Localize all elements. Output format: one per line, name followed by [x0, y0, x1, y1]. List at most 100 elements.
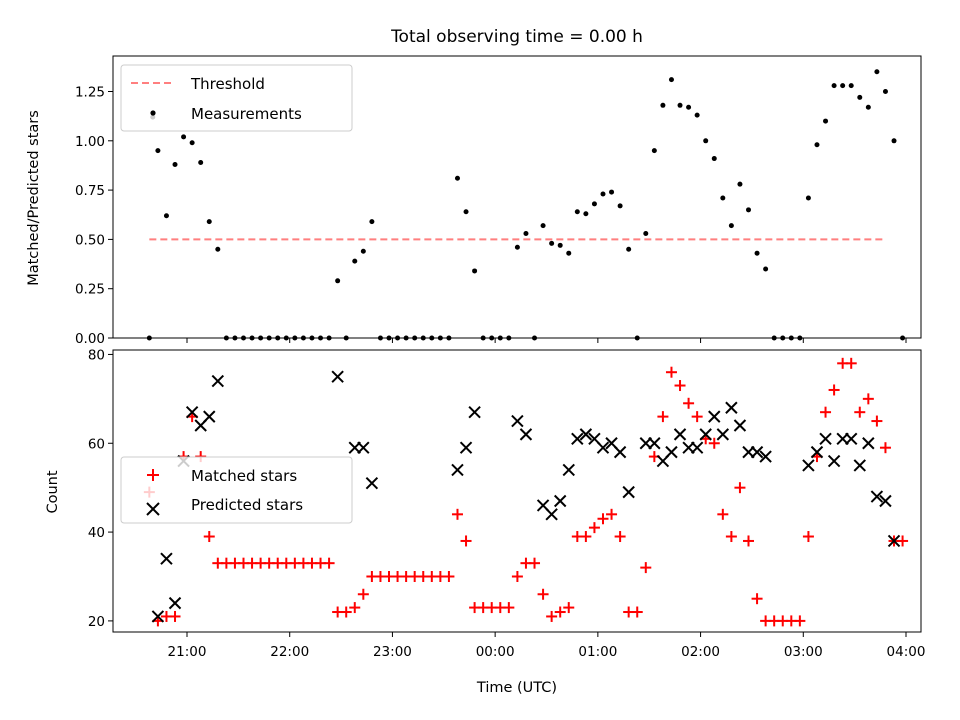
top-y-axis-label: Matched/Predicted stars [26, 110, 42, 286]
matched-star-point [443, 570, 455, 582]
predicted-star-point [887, 534, 901, 548]
matched-star-point [734, 482, 746, 494]
measurement-point [694, 112, 700, 118]
top-legend: Threshold Measurements [120, 64, 353, 132]
measurement-point [626, 246, 632, 252]
legend-matched-swatch [147, 469, 159, 481]
measurement-point [360, 248, 366, 254]
matched-star-point [631, 606, 643, 618]
bottom-legend: Matched stars Predicted stars [120, 456, 353, 524]
measurement-point [540, 223, 546, 229]
x-tick-label: 04:00 [887, 644, 926, 660]
x-tick-label: 01:00 [578, 644, 617, 660]
top-x-ticks [186, 338, 907, 343]
x-tick-label: 23:00 [373, 644, 412, 660]
matched-star-point [323, 557, 335, 569]
legend-predicted-label: Predicted stars [191, 496, 303, 514]
measurement-point [763, 266, 769, 272]
matched-star-point [511, 570, 523, 582]
measurement-point [617, 203, 623, 209]
predicted-star-point [562, 463, 575, 477]
bottom-legend-box [120, 456, 353, 524]
matched-star-point [854, 406, 866, 418]
bottom-plot-frame [112, 349, 922, 633]
matched-star-point [580, 531, 592, 543]
predicted-star-point [203, 410, 216, 423]
matched-points [143, 357, 909, 627]
count-panel: Count Time (UTC) 20 40 60 80 21:00 22:00 23:0… [45, 347, 925, 696]
measurement-point [609, 189, 615, 195]
measurement-point [823, 118, 829, 124]
measurement-point [728, 223, 734, 229]
predicted-star-point [365, 477, 379, 490]
measurement-point [591, 201, 597, 207]
measurement-point [891, 138, 897, 144]
top-y-tick-label: 0.00 [75, 331, 105, 347]
x-axis-label: Time (UTC) [476, 680, 557, 696]
measurement-point [651, 148, 657, 154]
matched-star-point [451, 508, 463, 520]
measurement-point [840, 83, 846, 89]
top-y-tick-label: 0.75 [75, 183, 105, 199]
matched-star-point [802, 531, 814, 543]
x-tick-label: 00:00 [476, 644, 515, 660]
predicted-star-point [733, 419, 747, 432]
measurement-point [857, 94, 863, 100]
measurement-point [737, 181, 743, 187]
legend-threshold-label: Threshold [190, 75, 265, 93]
matched-star-point [563, 602, 575, 614]
x-tick-label: 21:00 [168, 644, 207, 660]
predicted-star-point [545, 508, 558, 521]
predicted-star-point [151, 610, 165, 623]
predicted-star-point [699, 428, 712, 441]
matched-star-point [879, 442, 891, 454]
matched-star-point [614, 531, 626, 543]
predicted-star-point [571, 432, 584, 446]
predicted-star-point [862, 437, 875, 450]
predicted-points [151, 370, 901, 623]
legend-matched-label: Matched stars [191, 467, 297, 485]
predicted-star-point [211, 374, 225, 388]
measurement-point [352, 258, 358, 264]
matched-star-point [554, 606, 566, 618]
measurement-point [754, 250, 760, 256]
measurement-point [155, 148, 161, 154]
matched-star-point [708, 437, 720, 449]
matched-star-point [897, 535, 909, 547]
measurement-point [865, 104, 871, 110]
matched-star-point [674, 380, 686, 392]
ratio-panel: Total observing time = 0.00 h Matched/Pr… [26, 27, 922, 347]
top-y-tick-label: 0.25 [75, 282, 105, 298]
measurement-point [643, 230, 649, 236]
measurement-point [668, 77, 674, 83]
matched-star-point [460, 535, 472, 547]
matched-star-point [794, 615, 806, 627]
measurement-point [686, 104, 692, 110]
predicted-star-point [845, 432, 858, 446]
matched-star-point [871, 415, 883, 427]
top-y-tick-label: 0.50 [75, 232, 105, 248]
matched-star-point [349, 602, 361, 614]
x-tick-label: 03:00 [784, 644, 823, 660]
chart-title: Total observing time = 0.00 h [390, 27, 643, 47]
predicted-star-point [725, 401, 738, 414]
measurement-point [600, 191, 606, 197]
measurement-point [703, 138, 709, 144]
measurement-point [206, 219, 212, 225]
predicted-star-point [759, 450, 772, 463]
matched-star-point [691, 411, 703, 423]
predicted-star-point [827, 454, 841, 468]
matched-star-point [529, 557, 541, 569]
predicted-star-point [519, 428, 533, 441]
legend-measurements-label: Measurements [191, 105, 302, 123]
bottom-y-tick-label: 40 [88, 525, 105, 541]
matched-star-point [503, 602, 515, 614]
matched-star-point [640, 562, 652, 574]
measurement-point [514, 244, 520, 250]
measurement-point [848, 83, 854, 89]
measurement-point [831, 83, 837, 89]
matched-star-point [606, 508, 618, 520]
measurement-point [805, 195, 811, 201]
predicted-star-point [648, 437, 661, 450]
